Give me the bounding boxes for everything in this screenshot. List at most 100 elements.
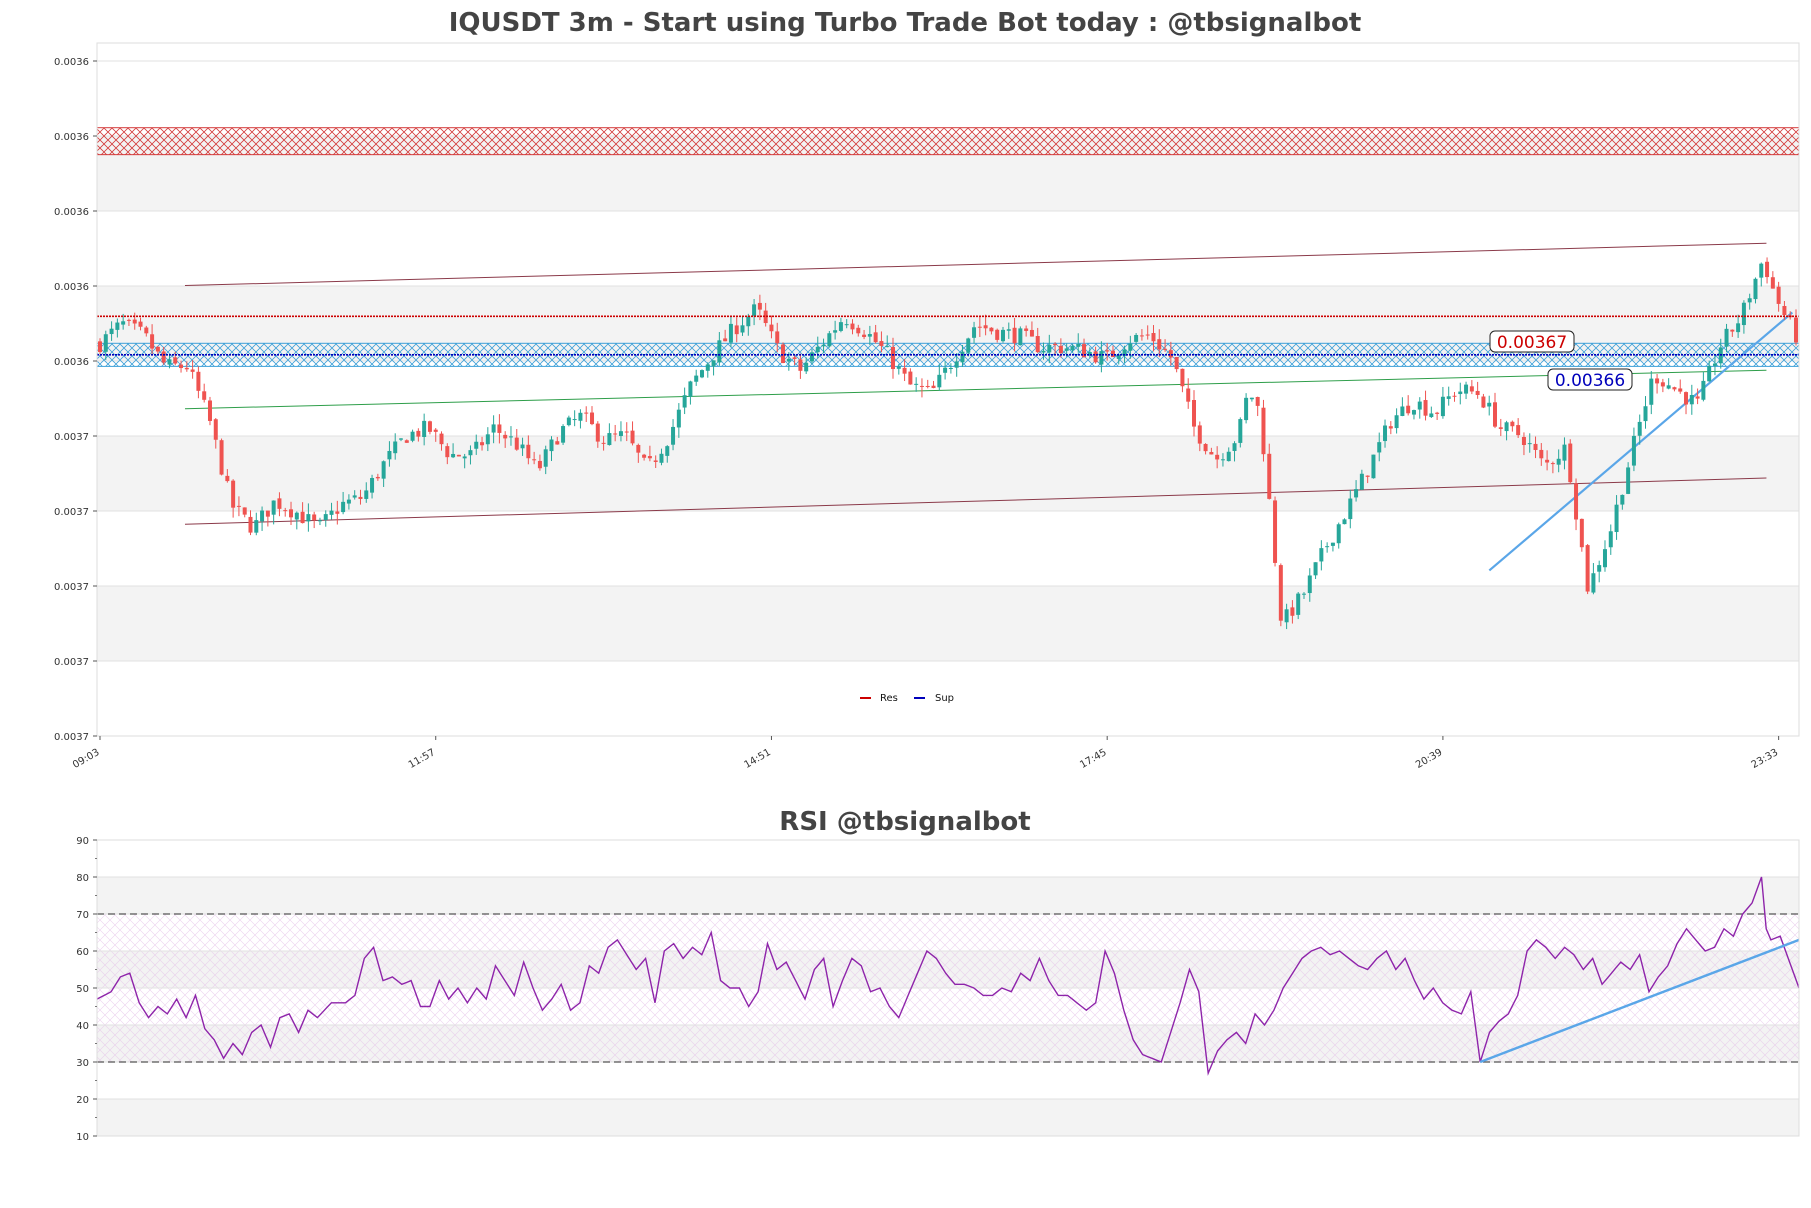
candle-body (346, 499, 351, 504)
rsi-grid-band (97, 1099, 1799, 1136)
candle-body (207, 400, 212, 421)
candle-body (566, 417, 571, 426)
rsi-y-tick-label: 60 (76, 947, 89, 958)
candle-body (1139, 335, 1144, 337)
candle-body (248, 516, 253, 533)
candle-body (1371, 454, 1376, 479)
rsi-chart-title: RSI @tbsignalbot (779, 807, 1030, 837)
candle-body (364, 490, 369, 499)
candle-body (335, 511, 340, 514)
candle-body (746, 316, 751, 327)
candle-body (341, 501, 346, 513)
channel-lower-line (184, 477, 1767, 525)
candle-body (653, 460, 658, 462)
candle-body (786, 358, 791, 362)
candle-body (306, 514, 311, 522)
candle-body (1296, 593, 1301, 615)
candle-body (1741, 302, 1746, 326)
candle-body (1770, 277, 1775, 289)
candle-body (1411, 410, 1416, 415)
candle-body (584, 412, 589, 414)
rsi-y-tick-label: 30 (76, 1058, 89, 1069)
candle-body (1336, 524, 1341, 544)
candle-body (1776, 286, 1781, 304)
candle-body (694, 375, 699, 382)
candle-body (271, 500, 276, 515)
candle-body (1417, 401, 1422, 410)
candle-body (1678, 388, 1683, 392)
candle-body (931, 385, 936, 389)
candle-body (977, 326, 982, 328)
candle-body (827, 333, 832, 347)
candle-body (1267, 453, 1272, 499)
candle-body (809, 352, 814, 362)
candle-body (723, 338, 728, 342)
candle-body (717, 340, 722, 363)
rsi-y-tick-label: 20 (76, 1095, 89, 1106)
candle-body (532, 459, 537, 461)
candle-body (381, 461, 386, 479)
candle-body (1244, 397, 1249, 421)
candle-body (1591, 573, 1596, 593)
sup-level-label-box (1547, 368, 1633, 391)
rsi-grid-band (97, 877, 1799, 914)
y-tick-label: 0.0037 (54, 657, 89, 668)
candle-body (375, 476, 380, 479)
candle-body (1053, 343, 1058, 346)
resistance-zone (96, 127, 1800, 156)
candle-body (1359, 473, 1364, 490)
candle-body (989, 327, 994, 332)
candle-body (1354, 489, 1359, 498)
candle-body (1631, 435, 1636, 466)
candle-body (503, 434, 508, 439)
candle-body (254, 520, 259, 533)
rsi-series (96, 876, 1800, 1076)
candle-body (1672, 387, 1677, 390)
candle-body (1174, 356, 1179, 370)
candle-body (1765, 261, 1770, 278)
candle-body (862, 334, 867, 337)
candle-body (1545, 459, 1550, 463)
candle-body (636, 444, 641, 453)
candle-body (526, 444, 531, 459)
candle-body (173, 357, 178, 364)
candle-body (1070, 346, 1075, 351)
y-tick-label: 0.0037 (54, 582, 89, 593)
candle-body (1446, 396, 1451, 399)
candle-body (1203, 443, 1208, 452)
candle-body (1134, 334, 1139, 342)
candle-body (572, 419, 577, 421)
candle-body (798, 359, 803, 371)
candle-body (943, 367, 948, 373)
candle-body (289, 509, 294, 518)
candle-body (1082, 344, 1087, 358)
candle-body (595, 423, 600, 442)
candle-body (844, 324, 849, 326)
candle-body (1313, 562, 1318, 576)
candle-body (752, 304, 757, 316)
candle-body (1348, 498, 1353, 520)
candle-body (1192, 400, 1197, 427)
main-grid-band (97, 586, 1799, 661)
candle-body (1504, 422, 1509, 432)
candle-body (1215, 454, 1220, 460)
candle-body (485, 434, 490, 445)
candle-body (671, 426, 676, 445)
candle-body (1076, 343, 1081, 347)
candle-body (190, 369, 195, 372)
candle-body (462, 456, 467, 459)
candle-body (109, 328, 114, 335)
candle-body (1574, 483, 1579, 520)
rsi-y-tick-label: 10 (76, 1132, 89, 1143)
candle-body (1458, 391, 1463, 395)
y-tick-label: 0.0036 (54, 207, 89, 218)
candle-body (1093, 351, 1098, 363)
candle-body (1261, 407, 1266, 455)
candle-body (1736, 323, 1741, 333)
candle-body (219, 440, 224, 475)
legend-sup-label: Sup (935, 693, 954, 704)
candle-body (850, 323, 855, 330)
candle-body (1388, 426, 1393, 429)
candle-body (260, 510, 265, 522)
sup-level-label: 0.00366 (1555, 371, 1625, 391)
